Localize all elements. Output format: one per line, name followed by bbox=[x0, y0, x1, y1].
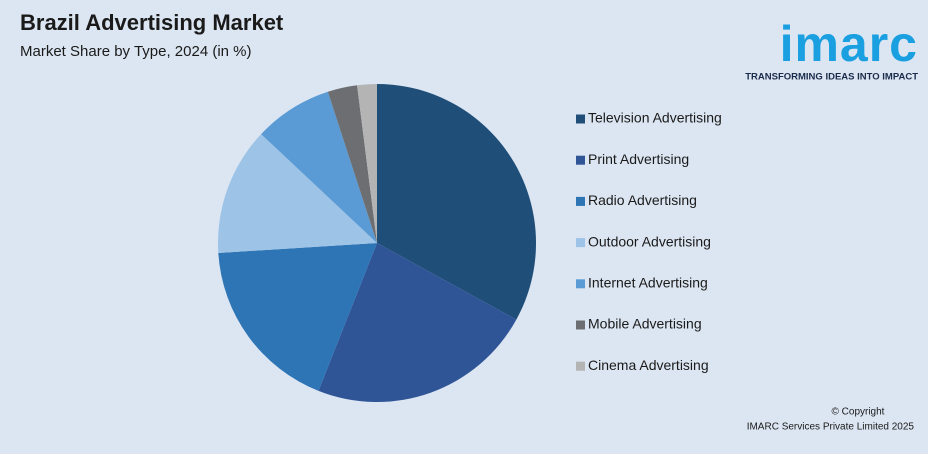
pie-slice bbox=[377, 84, 536, 320]
chart-title: Brazil Advertising Market bbox=[20, 10, 284, 35]
legend-label: Cinema Advertising bbox=[588, 357, 709, 373]
legend-label: Outdoor Advertising bbox=[588, 233, 711, 249]
legend-swatch bbox=[576, 361, 585, 371]
copyright: © Copyright bbox=[832, 407, 885, 418]
legend-swatch bbox=[576, 279, 585, 289]
pie bbox=[218, 84, 536, 402]
chart-subtitle: Market Share by Type, 2024 (in %) bbox=[20, 43, 252, 60]
pie-slice bbox=[218, 134, 377, 253]
legend: Television Advertising Print Advertising R… bbox=[576, 110, 722, 373]
logo: imarc bbox=[780, 16, 918, 72]
pie-slice bbox=[357, 84, 377, 243]
legend-label: Print Advertising bbox=[588, 151, 689, 167]
tagline: TRANSFORMING IDEAS INTO IMPACT bbox=[745, 72, 918, 83]
legend-swatch bbox=[576, 320, 585, 330]
legend-swatch bbox=[576, 114, 585, 124]
pie-slice bbox=[218, 243, 377, 391]
pie-slice bbox=[327, 85, 377, 244]
pie-slice bbox=[261, 91, 377, 243]
legend-label: Television Advertising bbox=[588, 110, 722, 126]
legend-swatch bbox=[576, 155, 585, 165]
pie-slice bbox=[318, 243, 517, 402]
copyright-owner: IMARC Services Private Limited 2025 bbox=[747, 422, 915, 433]
legend-label: Radio Advertising bbox=[588, 192, 697, 208]
legend-label: Internet Advertising bbox=[588, 275, 708, 291]
legend-label: Mobile Advertising bbox=[588, 316, 702, 332]
legend-swatch bbox=[576, 196, 585, 206]
legend-swatch bbox=[576, 238, 585, 248]
